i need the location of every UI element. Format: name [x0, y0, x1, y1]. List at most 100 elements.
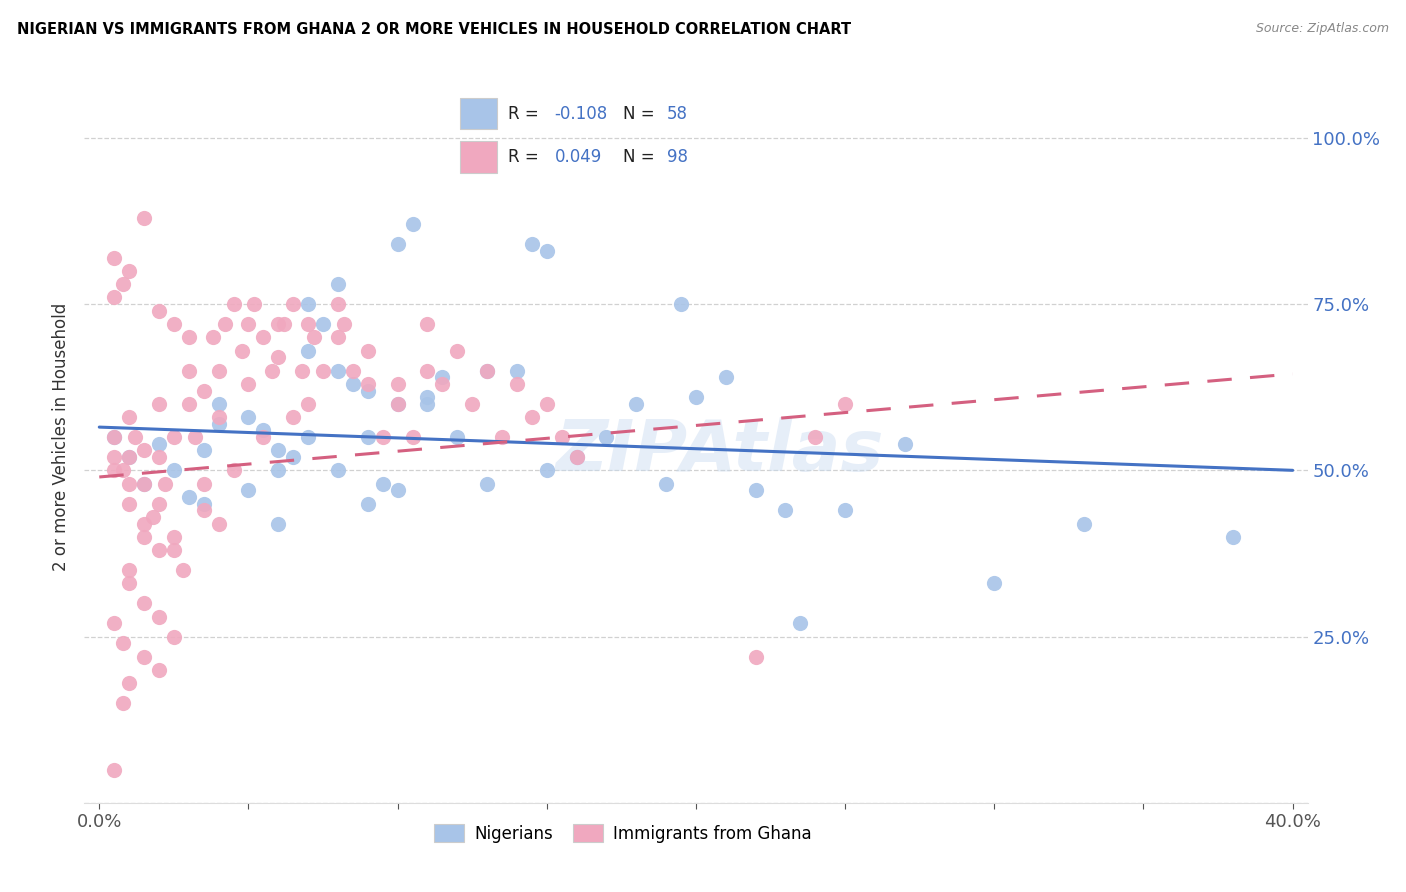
Point — [238, 410, 260, 425]
Point — [506, 363, 529, 377]
Point — [112, 636, 135, 650]
Point — [252, 430, 274, 444]
Point — [595, 430, 617, 444]
Point — [222, 463, 245, 477]
Point — [416, 397, 439, 411]
Point — [326, 463, 349, 477]
Point — [132, 530, 155, 544]
Point — [789, 616, 811, 631]
Point — [118, 476, 141, 491]
Point — [520, 410, 543, 425]
Point — [252, 424, 274, 438]
Point — [1222, 530, 1244, 544]
Point — [551, 430, 574, 444]
Point — [291, 363, 314, 377]
Point — [834, 503, 856, 517]
Point — [103, 251, 125, 265]
Point — [685, 390, 707, 404]
Point — [461, 397, 484, 411]
Y-axis label: 2 or more Vehicles in Household: 2 or more Vehicles in Household — [52, 303, 70, 571]
Point — [252, 330, 274, 344]
Point — [804, 430, 827, 444]
Point — [132, 649, 155, 664]
Point — [238, 376, 260, 391]
Point — [267, 317, 290, 331]
Text: Source: ZipAtlas.com: Source: ZipAtlas.com — [1256, 22, 1389, 36]
Point — [312, 363, 335, 377]
Point — [124, 430, 146, 444]
Point — [207, 516, 229, 531]
Point — [201, 330, 224, 344]
Point — [103, 430, 125, 444]
Point — [326, 277, 349, 292]
Point — [401, 217, 423, 231]
Point — [238, 317, 260, 331]
Point — [118, 676, 141, 690]
Point — [132, 596, 155, 610]
Point — [148, 397, 170, 411]
Point — [357, 384, 380, 398]
Point — [267, 443, 290, 458]
Point — [103, 450, 125, 464]
Point — [148, 450, 170, 464]
Point — [565, 450, 588, 464]
Point — [148, 436, 170, 450]
Point — [894, 436, 917, 450]
Point — [163, 463, 186, 477]
Point — [207, 363, 229, 377]
Point — [506, 376, 529, 391]
Point — [432, 376, 454, 391]
Point — [148, 303, 170, 318]
Point — [446, 343, 468, 358]
Point — [655, 476, 678, 491]
Point — [357, 343, 380, 358]
Point — [153, 476, 176, 491]
Point — [193, 497, 215, 511]
Point — [148, 543, 170, 558]
Point — [103, 430, 125, 444]
Point — [357, 497, 380, 511]
Point — [775, 503, 797, 517]
Point — [163, 630, 186, 644]
Point — [207, 397, 229, 411]
Point — [163, 530, 186, 544]
Point — [177, 330, 200, 344]
Point — [342, 363, 364, 377]
Point — [238, 483, 260, 498]
Point — [475, 363, 498, 377]
Point — [267, 463, 290, 477]
Point — [536, 244, 558, 258]
Point — [387, 483, 409, 498]
Point — [357, 430, 380, 444]
Point — [669, 297, 692, 311]
Point — [342, 376, 364, 391]
Point — [416, 317, 439, 331]
Point — [214, 317, 236, 331]
Point — [103, 616, 125, 631]
Point — [103, 463, 125, 477]
Point — [446, 430, 468, 444]
Point — [267, 516, 290, 531]
Point — [273, 317, 295, 331]
Point — [172, 563, 194, 577]
Point — [148, 663, 170, 677]
Point — [371, 430, 394, 444]
Point — [326, 330, 349, 344]
Point — [744, 483, 766, 498]
Point — [207, 417, 229, 431]
Point — [744, 649, 766, 664]
Point — [432, 370, 454, 384]
Point — [536, 397, 558, 411]
Point — [132, 516, 155, 531]
Point — [177, 490, 200, 504]
Point — [312, 317, 335, 331]
Point — [491, 430, 513, 444]
Point — [112, 696, 135, 710]
Point — [118, 497, 141, 511]
Point — [387, 397, 409, 411]
Point — [184, 430, 207, 444]
Point — [302, 330, 325, 344]
Legend: Nigerians, Immigrants from Ghana: Nigerians, Immigrants from Ghana — [427, 818, 818, 849]
Point — [520, 237, 543, 252]
Point — [262, 363, 284, 377]
